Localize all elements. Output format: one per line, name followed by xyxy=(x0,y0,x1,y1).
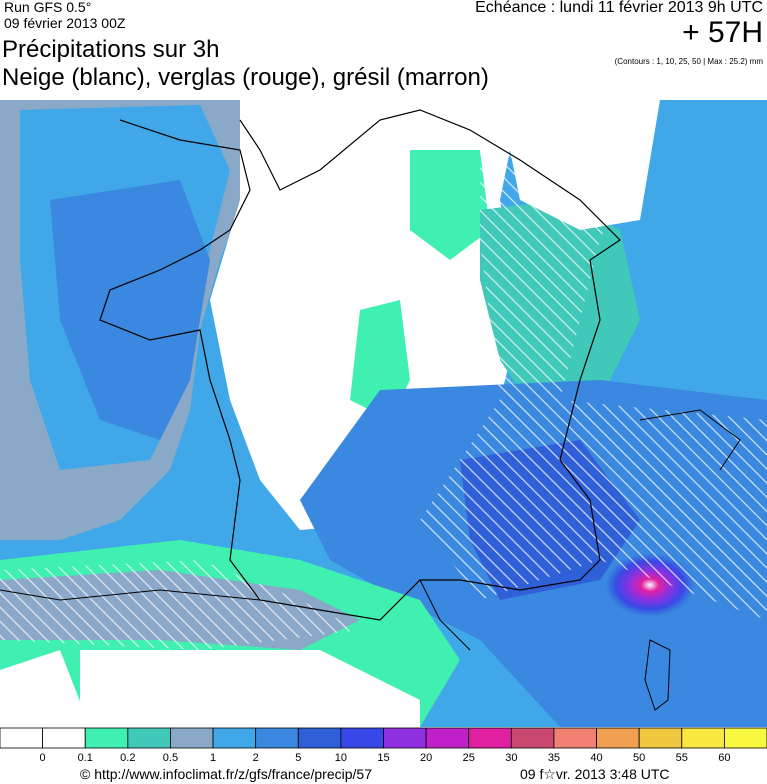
coastline-france xyxy=(99,109,621,621)
footer-url: © http://www.infoclimat.fr/z/gfs/france/… xyxy=(80,766,372,782)
sea-field xyxy=(0,100,767,727)
field-brittany xyxy=(20,105,230,470)
map-title: Précipitations sur 3h xyxy=(2,36,220,63)
scale-box xyxy=(553,727,597,749)
scale-box xyxy=(468,727,512,749)
field-spain-edge xyxy=(0,540,460,727)
field-southeast xyxy=(300,380,767,727)
scale-box xyxy=(681,727,725,749)
scale-label: 0 xyxy=(40,752,46,764)
field-west xyxy=(0,100,250,540)
scale-box xyxy=(212,727,257,749)
scale-label: 55 xyxy=(676,752,688,764)
scale-box xyxy=(510,727,555,749)
run-label: Run GFS 0.5° xyxy=(4,0,92,15)
scale-label: 15 xyxy=(377,752,389,764)
map-area xyxy=(0,100,767,727)
scale-box xyxy=(340,727,384,749)
scale-box xyxy=(723,727,767,749)
color-scale: 0 0.1 0.2 0.5 1 2 5 10 15 20 25 30 35 40 50 55 60 xyxy=(0,727,767,764)
scale-box xyxy=(383,727,427,749)
scale-label: 30 xyxy=(505,752,517,764)
scale-box xyxy=(170,727,214,749)
map-subtitle: Neige (blanc), verglas (rouge), grésil (… xyxy=(2,64,489,91)
scale-label: 0.2 xyxy=(120,752,135,764)
contours-note: (Contours : 1, 10, 25, 50 | Max : 25.2) … xyxy=(614,57,763,66)
scale-box xyxy=(0,727,44,749)
field-pyrenees xyxy=(0,570,360,650)
scale-label: 25 xyxy=(463,752,475,764)
max-core xyxy=(605,553,695,617)
field-core-west xyxy=(50,180,210,440)
field-east xyxy=(480,200,640,420)
hatch-south xyxy=(0,560,360,650)
scale-box xyxy=(42,727,86,749)
scale-label: 0.1 xyxy=(78,752,93,764)
scale-box xyxy=(638,727,683,749)
coastline-south xyxy=(0,579,471,651)
scale-label: 60 xyxy=(718,752,730,764)
run-date: 09 février 2013 00Z xyxy=(4,15,126,31)
scale-label: 10 xyxy=(335,752,347,764)
scale-box xyxy=(596,727,640,749)
dry-germany xyxy=(500,100,660,230)
scale-label: 35 xyxy=(548,752,560,764)
footer-time: 09 f☆vr. 2013 3:48 UTC xyxy=(520,766,670,782)
hatch-area xyxy=(420,100,767,620)
dry-spain xyxy=(80,650,420,727)
scale-box xyxy=(127,727,171,749)
scale-label: 0.5 xyxy=(163,752,178,764)
scale-box xyxy=(425,727,470,749)
lead-time: + 57H xyxy=(682,16,763,49)
scale-label: 40 xyxy=(590,752,602,764)
scale-label: 5 xyxy=(295,752,301,764)
echeance: Echéance : lundi 11 février 2013 9h UTC xyxy=(475,0,763,16)
corsica-italy xyxy=(639,409,741,711)
field-center xyxy=(350,300,410,420)
scale-box xyxy=(297,727,342,749)
scale-label: 1 xyxy=(210,752,216,764)
dry-portugal xyxy=(0,650,90,727)
scale-label: 20 xyxy=(420,752,432,764)
scale-box xyxy=(255,727,299,749)
scale-label: 50 xyxy=(633,752,645,764)
dry-france xyxy=(210,100,520,530)
scale-label: 2 xyxy=(253,752,259,764)
scale-box xyxy=(84,727,129,749)
field-ne xyxy=(410,150,490,260)
field-alps xyxy=(460,440,640,600)
